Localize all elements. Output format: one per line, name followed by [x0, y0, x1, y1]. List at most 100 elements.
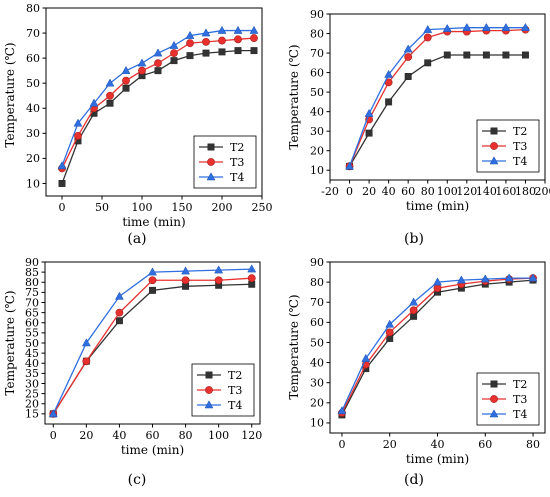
data-point-t2	[444, 52, 450, 58]
data-point-t4	[248, 265, 256, 272]
data-point-t3	[138, 67, 145, 74]
data-point-t3	[218, 37, 225, 44]
y-tick-label: 30	[310, 125, 324, 138]
x-tick-label: 150	[172, 201, 193, 214]
x-tick-label: 80	[421, 185, 435, 198]
data-point-t2	[464, 52, 470, 58]
y-tick-label: 90	[310, 256, 324, 269]
y-tick-label: 20	[310, 145, 324, 158]
legend-marker	[208, 144, 214, 150]
data-point-t3	[122, 77, 129, 84]
legend-label: T4	[513, 155, 527, 168]
x-tick-label: 200	[535, 185, 550, 198]
data-point-t3	[182, 277, 189, 284]
legend-label: T3	[513, 393, 527, 406]
y-tick-label: 60	[310, 316, 324, 329]
data-point-t3	[234, 36, 241, 43]
y-tick-label: 40	[310, 356, 324, 369]
x-tick-label: 20	[383, 438, 397, 451]
legend-label: T4	[228, 399, 242, 412]
legend-marker	[490, 142, 497, 149]
legend-label: T4	[230, 171, 244, 184]
y-tick-label: 80	[310, 27, 324, 40]
data-point-t3	[186, 39, 193, 46]
panel-label-a: (a)	[127, 231, 146, 247]
data-point-t2	[483, 52, 489, 58]
y-tick-label: 90	[25, 256, 39, 269]
data-point-t2	[385, 99, 391, 105]
y-tick-label: 90	[310, 8, 324, 21]
x-axis-label: time (min)	[121, 443, 184, 457]
legend-marker	[491, 381, 497, 387]
y-tick-label: 10	[26, 177, 40, 190]
panel-label-c: (c)	[128, 472, 147, 488]
x-tick-label: 60	[146, 429, 160, 442]
x-tick-label: 160	[495, 185, 516, 198]
y-tick-label: 50	[310, 86, 324, 99]
x-tick-label: 100	[132, 201, 153, 214]
x-tick-label: 50	[95, 201, 109, 214]
data-point-t3	[250, 34, 257, 41]
y-tick-label: 70	[310, 47, 324, 60]
y-tick-label: 60	[310, 66, 324, 79]
y-tick-label: 70	[26, 27, 40, 40]
data-point-t2	[116, 318, 122, 324]
data-point-t3	[405, 53, 412, 60]
panel-label-d: (d)	[404, 472, 424, 488]
x-tick-label: 0	[346, 185, 353, 198]
x-tick-label: 180	[515, 185, 536, 198]
legend-label: T3	[228, 384, 242, 397]
x-tick-label: 100	[437, 185, 458, 198]
data-point-t2	[59, 180, 65, 186]
x-axis-label: time (min)	[406, 199, 469, 213]
y-tick-label: 20	[26, 152, 40, 165]
legend-marker	[490, 395, 497, 402]
data-point-t2	[149, 287, 155, 293]
data-point-t2	[503, 52, 509, 58]
data-point-t3	[74, 132, 81, 139]
legend-label: T4	[513, 408, 527, 421]
data-point-t2	[522, 52, 528, 58]
data-point-t4	[170, 41, 178, 48]
legend-marker	[206, 372, 212, 378]
y-tick-label: 10	[310, 164, 324, 177]
data-point-t3	[106, 92, 113, 99]
y-axis-label: Temperature (℃)	[3, 290, 17, 395]
legend-marker	[491, 128, 497, 134]
data-point-t2	[107, 100, 113, 106]
x-tick-label: 200	[212, 201, 233, 214]
data-point-t3	[116, 309, 123, 316]
x-axis-label: time (min)	[122, 215, 185, 229]
y-tick-label: 30	[310, 377, 324, 390]
panel-label-b: (b)	[404, 231, 424, 247]
data-point-t3	[410, 307, 417, 314]
data-point-t4	[106, 79, 114, 86]
x-tick-label: 80	[179, 429, 193, 442]
data-point-t3	[202, 38, 209, 45]
data-point-t3	[154, 60, 161, 67]
x-tick-label: 80	[526, 438, 540, 451]
data-point-t2	[251, 47, 257, 53]
y-tick-label: 80	[26, 2, 40, 15]
x-tick-label: 0	[50, 429, 57, 442]
y-tick-label: 80	[310, 276, 324, 289]
y-tick-label: 30	[26, 127, 40, 140]
data-point-t2	[203, 50, 209, 56]
x-tick-label: 0	[59, 201, 66, 214]
y-axis-label: Temperature (℃)	[287, 44, 301, 149]
data-point-t3	[248, 275, 255, 282]
x-tick-label: 40	[431, 438, 445, 451]
data-point-t2	[171, 57, 177, 63]
data-point-t4	[138, 59, 146, 66]
x-tick-label: 120	[456, 185, 477, 198]
data-point-t2	[405, 73, 411, 79]
data-point-t2	[425, 60, 431, 66]
data-point-t3	[424, 34, 431, 41]
y-axis-label: Temperature (℃)	[287, 294, 301, 399]
y-tick-label: 50	[26, 77, 40, 90]
data-point-t3	[149, 277, 156, 284]
